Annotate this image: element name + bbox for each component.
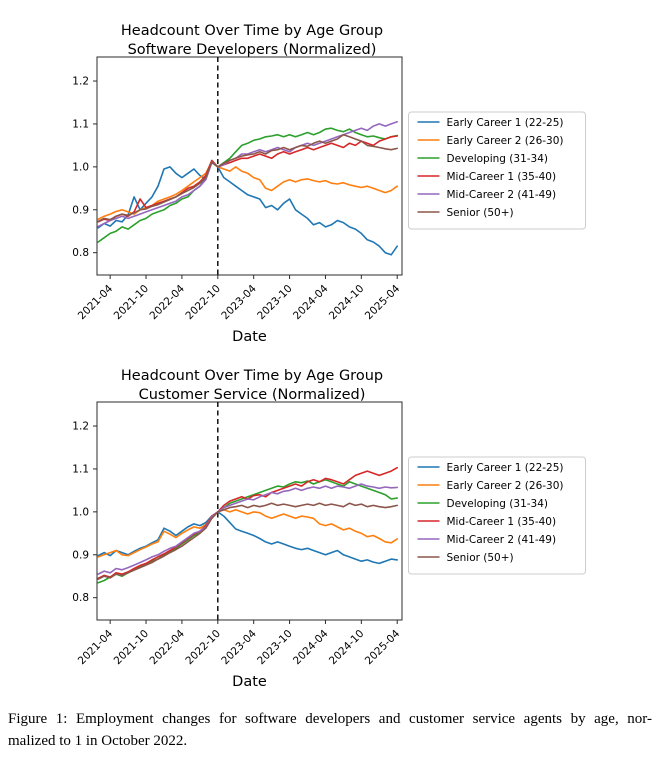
chart-subtitle: Customer Service (Normalized)	[139, 387, 366, 403]
legend-box	[408, 111, 586, 230]
legend-label-early-career-2-26-30: Early Career 2 (26-30)	[447, 480, 564, 492]
y-tick-label: 1.0	[72, 161, 89, 173]
x-tick-label: 2021-10	[112, 283, 152, 323]
series-line-early-career-2-26-30	[97, 508, 399, 558]
x-tick-label: 2023-10	[255, 283, 295, 323]
x-axis-label: Date	[232, 674, 267, 690]
series-line-developing-31-34	[97, 478, 399, 584]
series-line-mid-career-2-41-49	[97, 483, 399, 575]
series-line-early-career-1-22-25	[97, 511, 399, 565]
y-tick-label: 1.2	[72, 76, 89, 88]
legend-box	[408, 456, 586, 575]
x-tick-label: 2024-10	[327, 628, 367, 668]
y-tick-label: 0.8	[72, 592, 89, 604]
chart-title: Headcount Over Time by Age Group	[121, 23, 383, 39]
legend-label-developing-31-34: Developing (31-34)	[447, 498, 549, 510]
chart-customer-service-normalized: Headcount Over Time by Age Group Customer…	[72, 368, 586, 690]
x-tick-label: 2025-04	[363, 282, 403, 322]
legend-label-early-career-1-22-25: Early Career 1 (22-25)	[447, 462, 564, 474]
figure-caption-line2: malized to 1 in October 2022.	[8, 733, 188, 749]
series-line-early-career-1-22-25	[97, 160, 399, 256]
y-tick-label: 1.1	[72, 118, 89, 130]
legend-label-mid-career-2-41-49: Mid-Career 2 (41-49)	[447, 534, 557, 546]
figure-caption: Figure 1: Employment changes for softwar…	[8, 708, 652, 752]
x-tick-label: 2024-10	[327, 283, 367, 323]
x-tick-label: 2021-10	[112, 628, 152, 668]
x-tick-label: 2022-10	[183, 283, 223, 323]
legend-label-mid-career-1-35-40: Mid-Career 1 (35-40)	[447, 516, 557, 528]
series-line-senior-50	[97, 133, 399, 223]
y-tick-label: 0.9	[72, 204, 89, 216]
x-tick-label: 2022-04	[148, 627, 188, 667]
x-tick-label: 2023-04	[219, 627, 259, 667]
legend: Early Career 1 (22-25) Early Career 2 (26…	[408, 111, 586, 230]
figure-caption-line1: Figure 1: Employment changes for softwar…	[8, 711, 652, 727]
plot-frame	[96, 56, 403, 276]
legend-label-early-career-1-22-25: Early Career 1 (22-25)	[447, 117, 564, 129]
series-line-mid-career-1-35-40	[97, 135, 399, 223]
series-line-developing-31-34	[97, 127, 399, 243]
x-tick-label: 2024-04	[291, 282, 331, 322]
legend-label-mid-career-1-35-40: Mid-Career 1 (35-40)	[447, 171, 557, 183]
legend-label-senior-50: Senior (50+)	[447, 552, 514, 564]
legend: Early Career 1 (22-25) Early Career 2 (26…	[408, 456, 586, 575]
chart-software-developers-normalized: Headcount Over Time by Age Group Software…	[72, 23, 586, 345]
legend-label-developing-31-34: Developing (31-34)	[447, 153, 549, 165]
x-tick-label: 2023-10	[255, 628, 295, 668]
y-tick-label: 1.2	[72, 421, 89, 433]
series-line-senior-50	[97, 502, 399, 581]
series-line-early-career-2-26-30	[97, 160, 399, 220]
x-tick-label: 2022-04	[148, 282, 188, 322]
y-tick-label: 1.1	[72, 463, 89, 475]
x-tick-label: 2024-04	[291, 627, 331, 667]
chart-title: Headcount Over Time by Age Group	[121, 368, 383, 384]
x-tick-label: 2023-04	[219, 282, 259, 322]
chart-subtitle: Software Developers (Normalized)	[128, 42, 377, 58]
y-tick-label: 0.9	[72, 549, 89, 561]
legend-label-senior-50: Senior (50+)	[447, 207, 514, 219]
x-tick-label: 2025-04	[363, 627, 403, 667]
headcount-charts-svg: Headcount Over Time by Age Group Software…	[72, 23, 586, 690]
plot-frame	[96, 401, 403, 621]
x-axis-label: Date	[232, 329, 267, 345]
legend-label-mid-career-2-41-49: Mid-Career 2 (41-49)	[447, 189, 557, 201]
y-tick-label: 0.8	[72, 247, 89, 259]
legend-label-early-career-2-26-30: Early Career 2 (26-30)	[447, 135, 564, 147]
x-tick-label: 2022-10	[183, 628, 223, 668]
y-tick-label: 1.0	[72, 506, 89, 518]
x-tick-label: 2021-04	[76, 627, 116, 667]
x-tick-label: 2021-04	[76, 282, 116, 322]
